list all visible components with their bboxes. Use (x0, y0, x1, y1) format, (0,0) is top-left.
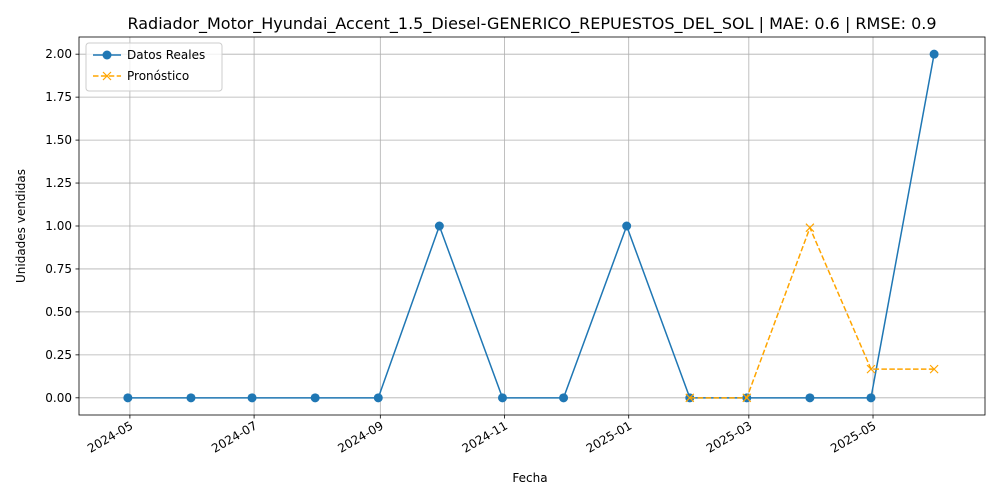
data-point-pronostico (929, 364, 939, 374)
data-point-datos-reales (805, 393, 815, 403)
data-point-datos-reales (186, 393, 196, 403)
legend-marker-datos-reales (102, 50, 112, 60)
data-point-datos-reales (929, 49, 939, 59)
y-tick-label: 0.50 (45, 305, 72, 319)
y-tick-label: 2.00 (45, 47, 72, 61)
legend-label-datos-reales: Datos Reales (127, 48, 205, 62)
data-point-datos-reales (434, 221, 444, 231)
y-tick-label: 1.50 (45, 133, 72, 147)
data-point-datos-reales (497, 393, 507, 403)
data-point-datos-reales (866, 393, 876, 403)
data-point-pronostico (742, 393, 752, 403)
data-point-datos-reales (310, 393, 320, 403)
data-point-pronostico (685, 393, 695, 403)
y-tick-label: 0.00 (45, 391, 72, 405)
data-point-datos-reales (622, 221, 632, 231)
y-axis: 0.00 0.25 0.50 0.75 1.00 1.25 1.50 1.75 2.00 (45, 47, 79, 405)
y-tick-label: 0.75 (45, 262, 72, 276)
y-tick-label: 1.00 (45, 219, 72, 233)
legend: Datos Reales Pronóstico (85, 42, 223, 92)
x-axis-label: Fecha (512, 471, 547, 485)
data-point-pronostico (866, 364, 876, 374)
series-layer (123, 49, 939, 403)
y-tick-label: 0.25 (45, 348, 72, 362)
data-point-datos-reales (559, 393, 569, 403)
data-point-datos-reales (373, 393, 383, 403)
legend-label-pronostico: Pronóstico (127, 69, 189, 83)
chart-title: Radiador_Motor_Hyundai_Accent_1.5_Diesel… (127, 14, 936, 34)
y-tick-label: 1.25 (45, 176, 72, 190)
series-pronostico (685, 223, 939, 403)
legend-marker-pronostico (102, 71, 112, 81)
data-point-datos-reales (247, 393, 257, 403)
data-point-datos-reales (123, 393, 133, 403)
y-axis-label: Unidades vendidas (14, 169, 28, 283)
y-tick-label: 1.75 (45, 90, 72, 104)
data-point-pronostico (805, 223, 815, 233)
series-line-datos-reales (127, 54, 935, 399)
